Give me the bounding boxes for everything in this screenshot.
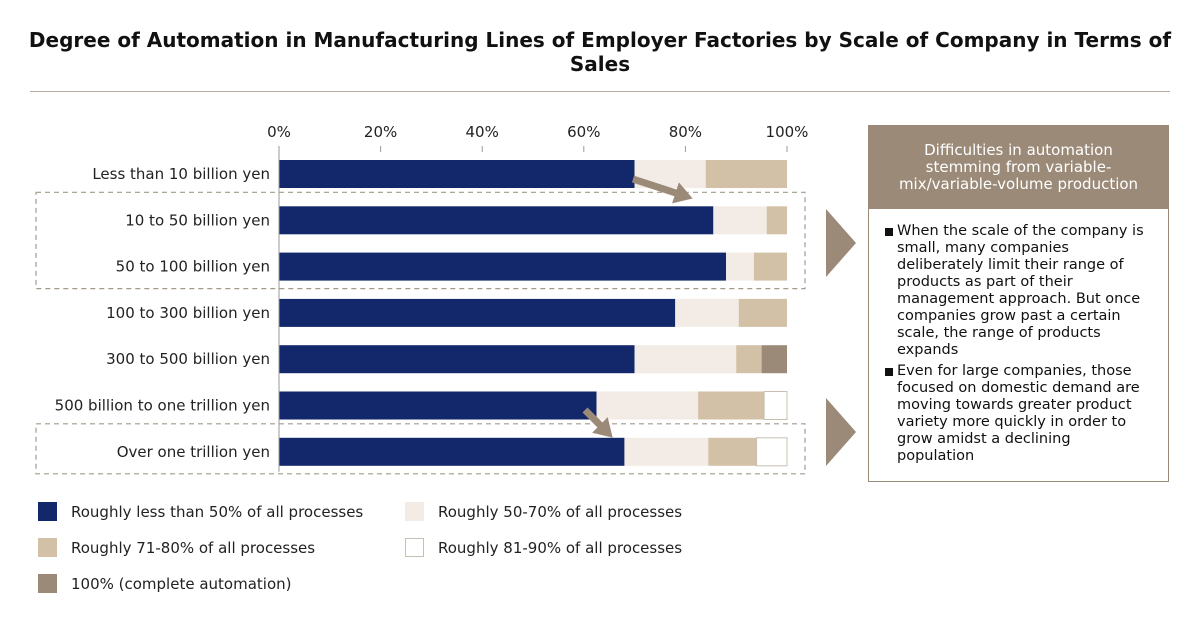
y-tick-label: 300 to 500 billion yen: [106, 350, 270, 368]
bar-segment: [753, 252, 787, 281]
chart-title: Degree of Automation in Manufacturing Li…: [28, 28, 1172, 76]
bar-segment: [279, 160, 635, 188]
panel-bullet: Even for large companies, those focused …: [885, 363, 1152, 465]
legend-label: Roughly 50-70% of all processes: [438, 502, 683, 521]
bar-segment: [726, 252, 754, 281]
bar-segment: [708, 437, 757, 466]
legend-item: Roughly 71-80% of all processes: [38, 538, 315, 557]
bar-segment: [596, 391, 699, 420]
x-tick-label: 0%: [267, 123, 291, 141]
y-tick-label: 50 to 100 billion yen: [116, 258, 270, 276]
bar-segment: [279, 206, 714, 235]
legend-swatch: [38, 502, 57, 521]
y-tick-label: 10 to 50 billion yen: [125, 211, 270, 229]
bar-segment: [624, 437, 709, 466]
bar-segment: [705, 160, 787, 188]
bar-segment: [279, 298, 676, 327]
bullet-square-icon: [885, 368, 893, 376]
panel-heading: Difficulties in automation stemming from…: [868, 125, 1169, 209]
trend-arrow-head: [672, 182, 693, 204]
legend-label: 100% (complete automation): [71, 574, 292, 593]
panel-body: When the scale of the company is small, …: [868, 209, 1169, 482]
right-arrow-icon: [826, 209, 856, 277]
x-tick-label: 80%: [669, 123, 702, 141]
panel-bullet-text: Even for large companies, those focused …: [897, 363, 1140, 464]
legend-item: Roughly 50-70% of all processes: [405, 502, 682, 521]
legend-item: 100% (complete automation): [38, 574, 291, 593]
x-tick-label: 20%: [364, 123, 397, 141]
legend-swatch: [38, 538, 57, 557]
panel-heading-text: Difficulties in automation stemming from…: [898, 140, 1139, 193]
bar-segment: [766, 206, 787, 235]
stacked-bar-chart: 0% 20% 40% 60% 80% 100% Less than 10 billion y…: [35, 123, 809, 475]
panel-bullet: When the scale of the company is small, …: [885, 223, 1152, 359]
y-tick-label: 500 billion to one trillion yen: [55, 397, 270, 415]
bar-segment: [675, 298, 739, 327]
bar-segment: [738, 298, 787, 327]
bar-segment: [698, 391, 765, 420]
title-divider: [30, 91, 1170, 92]
legend-swatch: [405, 502, 424, 521]
x-tick-label: 60%: [567, 123, 600, 141]
trend-arrow-head: [592, 417, 613, 438]
x-tick-label: 100%: [766, 123, 809, 141]
bar-segment: [279, 345, 635, 374]
legend-item: Roughly less than 50% of all processes: [38, 502, 363, 521]
bar-segment: [756, 437, 788, 467]
legend-item: Roughly 81-90% of all processes: [405, 538, 682, 557]
bar-segment: [761, 345, 787, 374]
bar-segment: [279, 437, 625, 466]
legend-label: Roughly less than 50% of all processes: [71, 502, 364, 521]
y-tick-label: Less than 10 billion yen: [92, 165, 270, 183]
bar-segment: [763, 391, 788, 420]
legend-label: Roughly 81-90% of all processes: [438, 538, 683, 557]
bar-segment: [634, 345, 737, 374]
bullet-square-icon: [885, 228, 893, 236]
bar-segment: [736, 345, 762, 374]
bar-segment: [279, 252, 727, 281]
legend-swatch: [38, 574, 57, 593]
group-highlight-box: [35, 423, 806, 475]
y-tick-label: Over one trillion yen: [117, 443, 270, 461]
bar-segment: [279, 391, 597, 420]
panel-bullet-text: When the scale of the company is small, …: [897, 223, 1144, 358]
legend-swatch: [405, 538, 424, 557]
x-tick-label: 40%: [466, 123, 499, 141]
legend-label: Roughly 71-80% of all processes: [71, 538, 316, 557]
y-tick-label: 100 to 300 billion yen: [106, 304, 270, 322]
right-arrow-icon: [826, 398, 856, 466]
bar-segment: [713, 206, 767, 235]
